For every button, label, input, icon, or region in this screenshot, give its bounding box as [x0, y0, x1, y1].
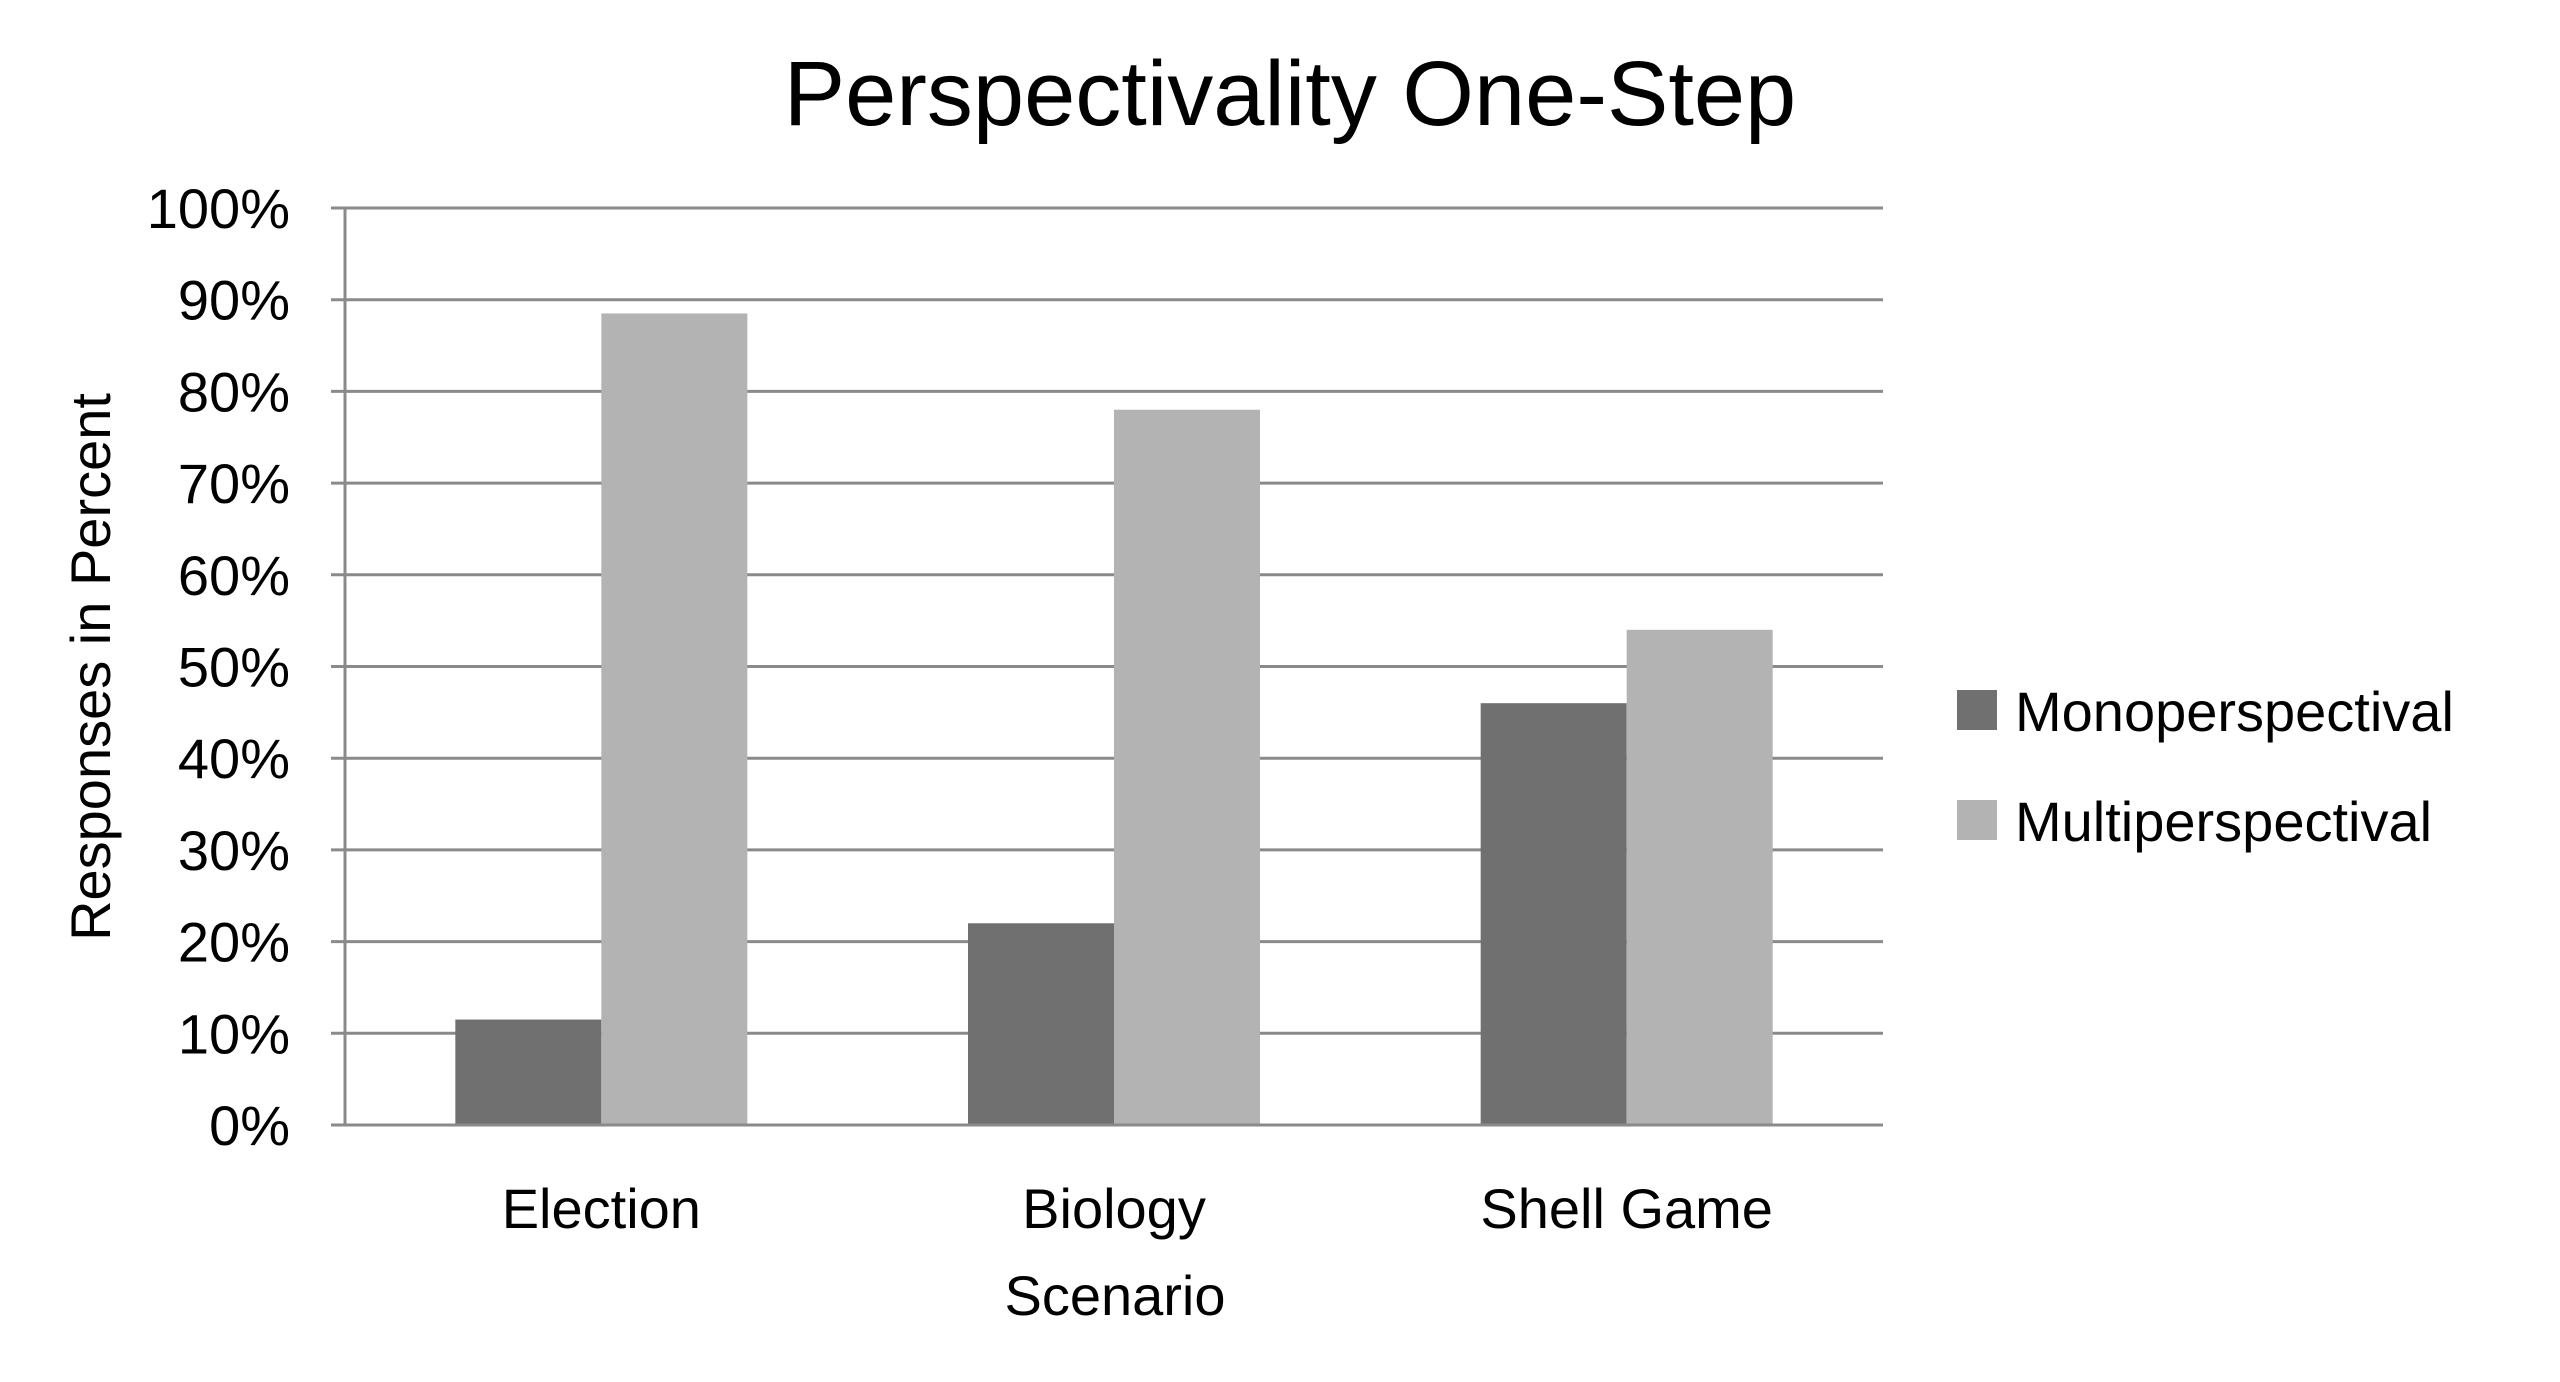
y-tick-label: 20%	[178, 911, 290, 974]
bar-multiperspectival-shell-game	[1626, 629, 1773, 1125]
legend: Monoperspectival Multiperspectival	[1957, 680, 2454, 853]
bar-multiperspectival-election	[601, 313, 748, 1126]
legend-swatch	[1957, 800, 1997, 840]
y-tick-label: 50%	[178, 636, 290, 699]
chart-title: Perspectivality One-Step	[784, 43, 1796, 145]
y-axis-label: Responses in Percent	[59, 393, 122, 941]
y-tick-label: 30%	[178, 819, 290, 882]
bar-multiperspectival-biology	[1114, 409, 1260, 1125]
y-tick-label: 40%	[178, 727, 290, 790]
legend-label: Monoperspectival	[2015, 680, 2454, 743]
gridlines	[331, 206, 1883, 1035]
y-tick-label: 80%	[178, 360, 290, 423]
x-tick-label: Election	[502, 1177, 701, 1240]
y-tick-labels: 0% 10% 20% 30% 40% 50% 60% 70% 80% 90% 100%	[147, 177, 290, 1157]
y-tick-label: 0%	[209, 1094, 290, 1157]
legend-swatch	[1957, 690, 1997, 730]
legend-label: Multiperspectival	[2015, 790, 2432, 853]
y-tick-label: 60%	[178, 544, 290, 607]
x-axis-label: Scenario	[1004, 1264, 1225, 1327]
bar-monoperspectival-election	[455, 1019, 602, 1125]
x-tick-labels: Election Biology Shell Game	[502, 1177, 1773, 1240]
y-tick-label: 70%	[178, 452, 290, 515]
y-tick-label: 100%	[147, 177, 290, 240]
bar-monoperspectival-shell-game	[1480, 703, 1627, 1125]
axes	[331, 208, 1883, 1127]
x-tick-label: Shell Game	[1480, 1177, 1773, 1240]
bar-monoperspectival-biology	[968, 923, 1114, 1125]
y-tick-label: 90%	[178, 269, 290, 332]
bars	[455, 313, 1773, 1126]
x-tick-label: Biology	[1022, 1177, 1206, 1240]
y-tick-label: 10%	[178, 1002, 290, 1065]
